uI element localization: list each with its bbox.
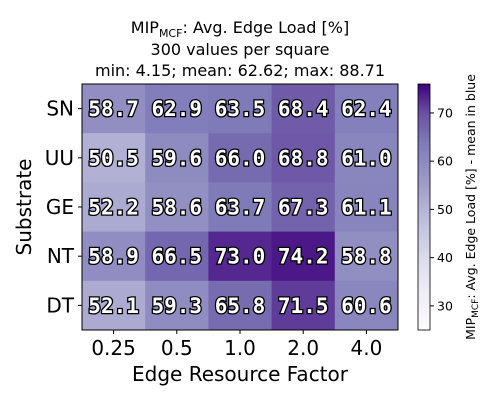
heatmap-cell-value: 52.2 [88,196,139,220]
colorbar-tick-label: 40 [437,250,453,265]
heatmap-cell-value: 62.4 [341,97,392,121]
heatmap-cell [82,182,146,233]
x-tick-label: 0.5 [161,336,193,360]
y-axis-label: Substrate [12,159,36,256]
x-tick-label: 4.0 [350,336,382,360]
colorbar-tick-label: 60 [437,154,453,169]
heatmap-cell [334,231,399,282]
heatmap-cell [271,182,336,233]
colorbar-tick-label: 70 [437,105,453,120]
heatmap-cell-value: 65.8 [215,294,266,318]
heatmap-cell-value: 74.2 [278,245,329,269]
heatmap-cell-value: 58.9 [88,245,139,269]
chart-title-line1: MIPMCF: Avg. Edge Load [%] [131,18,349,40]
heatmap-cell-value: 66.0 [215,146,266,170]
heatmap-cell [82,133,146,183]
chart-title-line3: min: 4.15; mean: 62.62; max: 88.71 [95,61,385,80]
colorbar-label-rest: : Avg. Edge Load [%] - mean in blue [463,74,478,299]
heatmap-cell-value: 59.6 [152,146,203,170]
x-axis: 0.25 0.5 1.0 2.0 4.0 [91,330,382,360]
x-axis-label: Edge Resource Factor [132,362,349,386]
heatmap-cell [82,280,146,331]
heatmap-cell-value: 58.6 [152,196,203,220]
colorbar-ticks: 30 40 50 60 70 [430,105,453,313]
colorbar: 30 40 50 60 70 MIPMCF: Avg. Edge Load [%] - … [417,74,481,340]
heatmap-cell [208,280,273,331]
x-tick-label: 0.25 [91,336,136,360]
heatmap-cell [271,231,336,282]
heatmap-cell [334,182,399,233]
heatmap-cell-value: 50.5 [88,146,139,170]
heatmap-cell [334,133,399,183]
chart-title: MIPMCF: Avg. Edge Load [%] 300 values pe… [95,18,385,80]
heatmap-cell [271,280,336,331]
y-tick-label: NT [47,244,75,268]
colorbar-tick-label: 30 [437,298,453,313]
heatmap-cell-value: 62.9 [152,97,203,121]
heatmap-cell [334,84,399,134]
heatmap-cell [145,280,209,331]
heatmap-cell [145,133,209,183]
y-tick-label: UU [45,146,74,170]
x-tick-label: 1.0 [224,336,256,360]
y-tick-label: SN [46,97,74,121]
heatmap-cell-value: 60.6 [341,294,392,318]
heatmap-cell-value: 68.8 [278,146,329,170]
heatmap-cell [82,84,146,134]
heatmap-cell [145,84,209,134]
heatmap-cell-value: 58.7 [88,97,139,121]
x-tick-label: 2.0 [287,336,319,360]
heatmap-cell-value: 66.5 [152,245,203,269]
colorbar-label-sub: MCF [471,299,481,318]
colorbar-label: MIPMCF: Avg. Edge Load [%] - mean in blu… [463,74,481,340]
heatmap-cell [82,231,146,282]
heatmap-cell [208,182,273,233]
heatmap-cell [271,84,336,134]
heatmap-cell-value: 73.0 [215,245,266,269]
heatmap-cell [334,280,399,331]
heatmap-cell-value: 68.4 [278,97,329,121]
heatmap-cell-value: 63.7 [215,196,266,220]
heatmap-cell-value: 67.3 [278,196,329,220]
title-metric-main: MIP [131,18,160,37]
heatmap-cell-value: 71.5 [278,294,329,318]
y-tick-label: GE [46,195,74,219]
heatmap-cell-labels: 58.7 62.9 63.5 68.4 62.4 50.5 59.6 66.0 68.8 61.0… [87,96,393,319]
colorbar-tick-label: 50 [437,202,453,217]
title-metric-rest: : Avg. Edge Load [%] [182,18,349,37]
colorbar-gradient [417,83,431,331]
heatmap-cell-value: 61.1 [341,196,392,220]
heatmap-cell [208,133,273,183]
heatmap-cell-value: 61.0 [341,146,392,170]
y-tick-label: DT [46,293,74,317]
heatmap-cell-value: 52.1 [88,294,139,318]
heatmap-cell [208,84,273,134]
heatmap-cell [271,133,336,183]
heatmap-cell-value: 59.3 [152,294,203,318]
heatmap-cell [145,231,209,282]
colorbar-label-main: MIP [463,317,478,339]
heatmap-cell [208,231,273,282]
heatmap-cell [145,182,209,233]
heatmap-cells [82,84,399,331]
title-metric-sub: MCF [159,27,183,40]
heatmap-cell-value: 63.5 [215,97,266,121]
heatmap-cell-value: 58.8 [341,245,392,269]
y-axis: SN UU GE NT DT [45,97,82,317]
chart-title-line2: 300 values per square [151,40,330,59]
